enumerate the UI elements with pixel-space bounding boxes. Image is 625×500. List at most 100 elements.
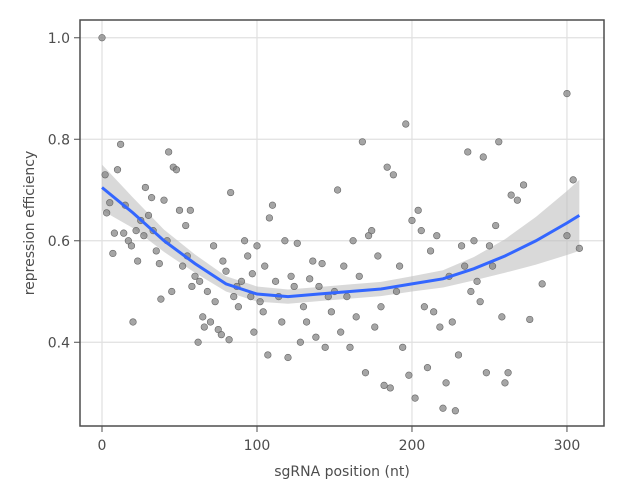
point <box>439 404 447 412</box>
point <box>168 287 176 296</box>
point <box>538 280 546 288</box>
point <box>430 308 438 316</box>
point <box>182 221 190 230</box>
point <box>371 323 379 331</box>
point <box>278 318 286 326</box>
point <box>492 221 500 230</box>
x-axis-label: sgRNA position (nt) <box>274 464 410 480</box>
point <box>513 196 521 204</box>
point <box>230 292 238 301</box>
point <box>526 315 534 324</box>
point <box>261 262 269 270</box>
point <box>485 242 494 250</box>
point <box>327 308 335 316</box>
point <box>200 323 208 331</box>
point <box>155 260 163 268</box>
point <box>569 176 577 184</box>
point <box>414 206 422 214</box>
point <box>454 351 463 359</box>
point <box>129 318 137 326</box>
point <box>98 34 106 42</box>
x-tick-label: 100 <box>244 438 271 454</box>
point <box>318 260 326 268</box>
y-tick-label: 0.8 <box>48 132 70 148</box>
point <box>237 277 246 285</box>
point <box>191 272 199 280</box>
point <box>217 331 225 339</box>
point <box>519 181 528 189</box>
plot-frame <box>79 19 605 427</box>
point <box>377 303 385 311</box>
point <box>113 166 122 174</box>
point <box>106 199 114 207</box>
point <box>442 379 450 387</box>
point <box>140 232 148 240</box>
point <box>225 336 233 344</box>
y-axis-label: repression efficiency <box>22 151 38 296</box>
point <box>411 394 419 402</box>
point <box>309 257 317 265</box>
point <box>234 303 242 311</box>
point <box>103 209 111 217</box>
point <box>290 282 298 291</box>
point <box>117 140 125 148</box>
point <box>457 242 466 250</box>
point <box>248 270 256 278</box>
point <box>256 298 264 306</box>
point <box>408 216 416 225</box>
point <box>315 282 323 291</box>
point <box>219 257 227 265</box>
point <box>227 188 235 197</box>
point <box>448 318 456 326</box>
point <box>368 227 376 235</box>
point <box>132 227 140 235</box>
point <box>479 153 487 161</box>
point <box>240 237 249 245</box>
y-tick-label: 1.0 <box>48 31 70 47</box>
point <box>402 120 410 128</box>
point <box>383 163 391 171</box>
point <box>127 242 136 250</box>
point <box>264 351 272 359</box>
point <box>464 148 472 156</box>
point <box>333 186 342 194</box>
point <box>417 227 425 235</box>
point <box>244 252 252 260</box>
point <box>120 229 128 237</box>
point <box>355 272 363 280</box>
x-tick-label: 200 <box>399 438 426 454</box>
point <box>482 369 490 377</box>
point <box>361 369 370 377</box>
point <box>349 237 357 245</box>
point <box>196 277 204 285</box>
point <box>321 343 329 351</box>
point <box>395 262 404 270</box>
point <box>476 298 484 306</box>
point <box>343 292 351 301</box>
point <box>470 237 478 245</box>
point <box>501 379 509 387</box>
point <box>420 303 428 311</box>
point <box>281 237 289 245</box>
point <box>134 257 142 265</box>
point <box>284 353 292 362</box>
point <box>175 206 184 214</box>
point <box>271 277 280 285</box>
point <box>296 338 304 346</box>
point <box>302 318 311 326</box>
point <box>392 287 401 296</box>
point <box>188 282 196 291</box>
y-tick-label: 0.6 <box>48 234 70 250</box>
point <box>498 313 506 321</box>
point <box>253 242 261 250</box>
point <box>199 313 207 321</box>
point <box>250 328 258 336</box>
point <box>426 247 435 255</box>
point <box>144 211 153 219</box>
x-tick-label: 0 <box>98 438 107 454</box>
point <box>461 262 469 270</box>
point <box>203 287 211 296</box>
point <box>306 275 314 283</box>
point <box>473 277 481 285</box>
